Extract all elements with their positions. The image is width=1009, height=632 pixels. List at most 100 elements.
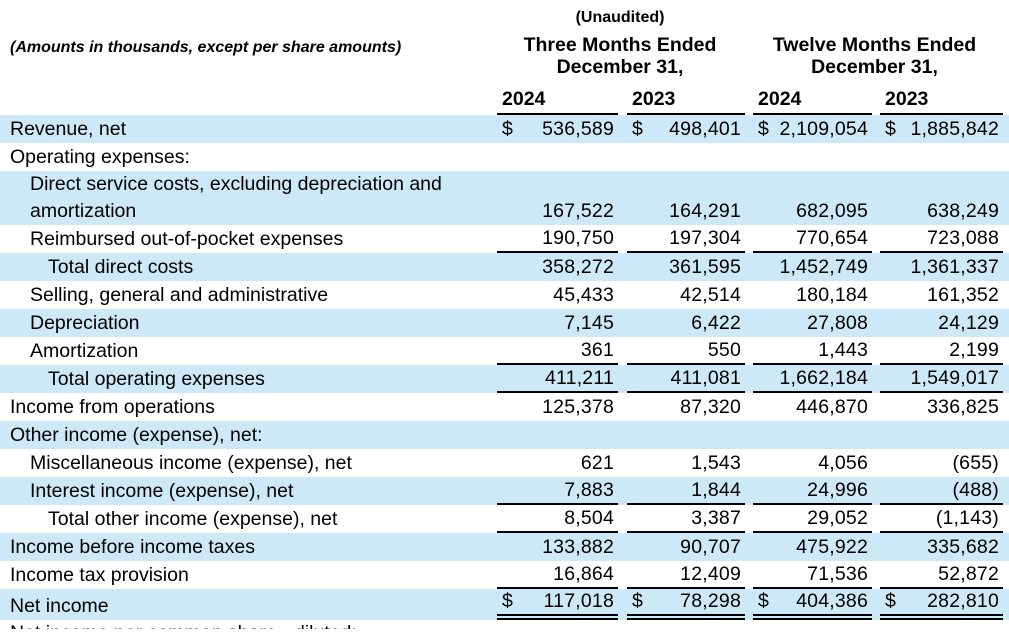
value: 1,844	[691, 479, 741, 501]
col-group-three-months: Three Months Ended December 31,	[490, 34, 750, 78]
value-cell: 12,409	[622, 561, 750, 589]
value-box: 167,522	[497, 197, 618, 225]
row-label: Total other income (expense), net	[48, 508, 338, 530]
value: 2,109,054	[779, 118, 868, 140]
dollar-sign: $	[885, 118, 896, 140]
value-cell: 6,422	[622, 309, 750, 337]
value-box: 475,922	[753, 533, 872, 561]
value-cell: 197,304	[622, 225, 750, 253]
value-box: $2,109,054	[753, 115, 872, 143]
value-box: 411,211	[497, 365, 618, 393]
value: 24,996	[807, 479, 868, 501]
value-box: 1,452,749	[753, 253, 872, 281]
value: 682,095	[796, 200, 868, 222]
value-cell: 180,184	[750, 281, 877, 309]
column-group-row: (Amounts in thousands, except per share …	[0, 34, 1009, 78]
dollar-sign: $	[758, 118, 769, 140]
value: 1,662,184	[779, 367, 868, 389]
value-cell: 361	[490, 337, 622, 365]
value: 358,272	[542, 256, 614, 278]
value-cell: 24,129	[877, 309, 1009, 337]
value: 475,922	[796, 536, 868, 558]
value-box: 180,184	[753, 281, 872, 309]
row-label: Depreciation	[30, 312, 140, 334]
value-cell: 7,883	[490, 477, 622, 505]
value-cell: 550	[622, 337, 750, 365]
value-cell: $282,810	[877, 589, 1009, 620]
row-label: Total direct costs	[48, 256, 194, 278]
table-row: Income from operations 125,378 87,320 446,8…	[0, 393, 1009, 421]
partial-row-label: Net income per common share - diluted:	[10, 622, 357, 629]
value: 638,249	[927, 200, 999, 222]
value-cell: 411,081	[622, 365, 750, 393]
value-box: 723,088	[880, 225, 1003, 253]
value-cell: 167,522	[490, 197, 622, 225]
value-box: 335,682	[880, 533, 1003, 561]
table-row: Selling, general and administrative 45,43…	[0, 281, 1009, 309]
value-cell: 1,844	[622, 477, 750, 505]
value: 770,654	[796, 227, 868, 249]
value-cell: 7,145	[490, 309, 622, 337]
partial-bottom-row: Net income per common share - diluted:	[0, 620, 1009, 629]
value-cell: 87,320	[622, 393, 750, 421]
value-box: 164,291	[627, 197, 745, 225]
value-box: $498,401	[627, 115, 745, 143]
value: 404,386	[796, 590, 868, 612]
value-box: 161,352	[880, 281, 1003, 309]
value-box: 71,536	[753, 561, 872, 589]
value-cell: $536,589	[490, 115, 622, 143]
value-box: 411,081	[627, 365, 745, 393]
value-cell: 1,443	[750, 337, 877, 365]
year-cell: 2024	[750, 85, 877, 115]
value-cell: (655)	[877, 449, 1009, 477]
value: 167,522	[542, 200, 614, 222]
value: 335,682	[927, 536, 999, 558]
value-cell: (488)	[877, 477, 1009, 505]
value: 190,750	[542, 227, 614, 249]
value: 1,543	[691, 452, 741, 474]
table-body: Revenue, net $536,589 $498,401 $2,109,054 $1…	[0, 115, 1009, 620]
row-label: Income from operations	[10, 396, 215, 418]
value: 4,056	[818, 452, 868, 474]
value-box: $78,298	[627, 589, 745, 620]
value: 1,452,749	[779, 256, 868, 278]
value-cell: 4,056	[750, 449, 877, 477]
value-box: (1,143)	[880, 505, 1003, 533]
year-header: 2023	[880, 85, 1003, 115]
dollar-sign: $	[758, 590, 769, 612]
table-row: Total operating expenses 411,211 411,081 1,…	[0, 365, 1009, 393]
value-box: $117,018	[497, 589, 618, 620]
value-cell: $498,401	[622, 115, 750, 143]
value-box: $282,810	[880, 589, 1003, 620]
value-cell: 29,052	[750, 505, 877, 533]
row-label: Other income (expense), net:	[10, 424, 263, 446]
table-row: Other income (expense), net:	[0, 421, 1009, 449]
value: 125,378	[542, 396, 614, 418]
value-box: 1,443	[753, 337, 872, 365]
value-cell: 45,433	[490, 281, 622, 309]
table-row: Revenue, net $536,589 $498,401 $2,109,054 $1…	[0, 115, 1009, 143]
table-header: (Unaudited) (Amounts in thousands, excep…	[0, 0, 1009, 115]
value-box: 7,145	[497, 309, 618, 337]
value-cell: 24,996	[750, 477, 877, 505]
value: 3,387	[691, 507, 741, 529]
col-group-line2: December 31,	[811, 56, 938, 78]
table-row: Total other income (expense), net 8,504 3,…	[0, 505, 1009, 533]
row-label: Income before income taxes	[10, 536, 255, 558]
row-label: Amortization	[30, 340, 139, 362]
value: (1,143)	[935, 507, 999, 529]
year-header: 2024	[497, 85, 618, 115]
value-cell: $1,885,842	[877, 115, 1009, 143]
year-cell: 2024	[490, 85, 622, 115]
value: 536,589	[542, 118, 614, 140]
value-cell: 161,352	[877, 281, 1009, 309]
value-box: 2,199	[880, 337, 1003, 365]
table-row: Direct service costs, excluding deprecia…	[0, 171, 1009, 225]
value-cell: 446,870	[750, 393, 877, 421]
value-cell: 16,864	[490, 561, 622, 589]
year-cell: 2023	[877, 85, 1009, 115]
value-box: $404,386	[753, 589, 872, 620]
row-label: Net income	[10, 595, 109, 617]
value-box: 1,361,337	[880, 253, 1003, 281]
value-box: 446,870	[753, 393, 872, 421]
